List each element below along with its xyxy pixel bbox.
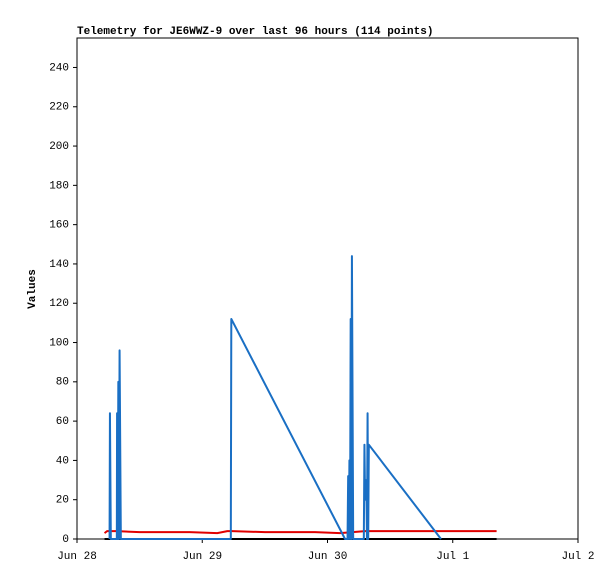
x-tick-label: Jun 30 (308, 551, 348, 563)
y-tick-label: 160 (49, 220, 69, 232)
y-tick-label: 0 (62, 534, 69, 546)
y-tick-label: 200 (49, 141, 69, 153)
x-tick-label: Jul 1 (436, 551, 469, 563)
y-axis-label: Values (27, 269, 39, 309)
y-tick-label: 40 (56, 455, 69, 467)
plot-frame (76, 37, 579, 540)
y-tick-label: 180 (49, 180, 69, 192)
y-tick-label: 120 (49, 298, 69, 310)
x-tick-label: Jul 2 (561, 551, 594, 563)
chart-title: Telemetry for JE6WWZ-9 over last 96 hour… (77, 26, 433, 38)
series-line (108, 255, 442, 540)
y-tick-label: 80 (56, 377, 69, 389)
y-tick-label: 100 (49, 337, 69, 349)
y-tick-label: 20 (56, 495, 69, 507)
x-tick-label: Jun 28 (57, 551, 97, 563)
y-tick-label: 140 (49, 259, 69, 271)
y-tick-label: 240 (49, 62, 69, 74)
series-line (103, 530, 497, 535)
y-tick-label: 220 (49, 102, 69, 114)
y-tick-label: 60 (56, 416, 69, 428)
x-tick-label: Jun 29 (182, 551, 222, 563)
